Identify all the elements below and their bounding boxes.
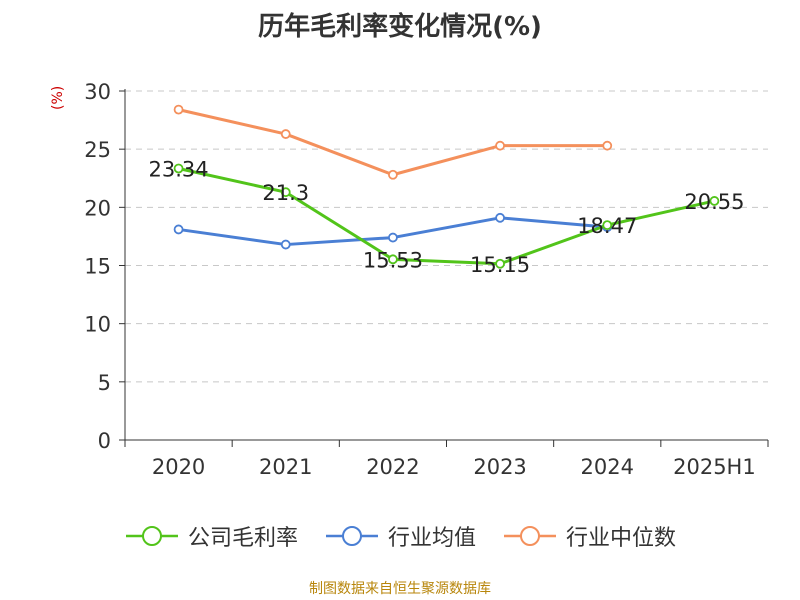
legend-label: 行业均值 bbox=[387, 526, 476, 551]
legend-item[interactable]: 行业中位数 bbox=[502, 520, 676, 552]
x-tick-label: 2022 bbox=[366, 455, 419, 479]
x-tick-label: 2020 bbox=[152, 455, 205, 479]
data-point-2 bbox=[602, 140, 613, 151]
chart-legend: 公司毛利率 行业均值 行业中位数 bbox=[0, 520, 800, 552]
data-point-0 bbox=[495, 258, 505, 269]
data-label: 15.53 bbox=[363, 248, 423, 272]
data-point-1 bbox=[495, 212, 505, 223]
data-label: 20.55 bbox=[684, 190, 744, 214]
data-label: 18.47 bbox=[577, 214, 637, 238]
data-point-0 bbox=[388, 254, 398, 265]
data-label: 23.34 bbox=[149, 157, 209, 181]
legend-marker-icon bbox=[124, 525, 180, 547]
y-tick-label: 20 bbox=[84, 196, 111, 220]
legend-label: 公司毛利率 bbox=[187, 526, 298, 551]
y-tick-label: 15 bbox=[84, 255, 111, 279]
data-source-note: 制图数据来自恒生聚源数据库 bbox=[309, 581, 491, 597]
data-label: 15.15 bbox=[470, 253, 530, 277]
y-tick-label: 0 bbox=[98, 429, 111, 453]
legend-marker-icon bbox=[502, 525, 558, 547]
x-tick-label: 2023 bbox=[473, 455, 526, 479]
data-point-1 bbox=[280, 239, 291, 250]
series-line-0 bbox=[178, 167, 715, 266]
y-tick-label: 25 bbox=[84, 138, 111, 162]
data-point-0 bbox=[602, 220, 613, 231]
y-tick-label: 5 bbox=[98, 371, 111, 395]
data-point-0 bbox=[173, 163, 184, 174]
legend-label: 行业中位数 bbox=[566, 526, 677, 551]
chart-title: 历年毛利率变化情况(%) bbox=[258, 12, 542, 42]
y-tick-label: 30 bbox=[84, 80, 111, 104]
data-point-1 bbox=[173, 224, 184, 235]
data-point-0 bbox=[280, 187, 291, 198]
data-point-2 bbox=[280, 129, 291, 139]
data-label: 21.3 bbox=[262, 181, 309, 205]
y-tick-label: 10 bbox=[84, 313, 111, 337]
legend-item[interactable]: 公司毛利率 bbox=[124, 520, 298, 552]
series-line-2 bbox=[178, 108, 608, 177]
data-point-0 bbox=[709, 196, 720, 206]
legend-marker-icon bbox=[324, 525, 380, 547]
x-tick-label: 2024 bbox=[581, 455, 634, 479]
legend-item[interactable]: 行业均值 bbox=[324, 520, 476, 552]
x-tick-label: 2021 bbox=[259, 455, 312, 479]
data-point-1 bbox=[388, 232, 398, 243]
data-point-2 bbox=[495, 140, 505, 151]
data-point-2 bbox=[388, 169, 398, 180]
x-tick-label: 2025H1 bbox=[673, 455, 756, 479]
data-point-2 bbox=[173, 104, 184, 115]
